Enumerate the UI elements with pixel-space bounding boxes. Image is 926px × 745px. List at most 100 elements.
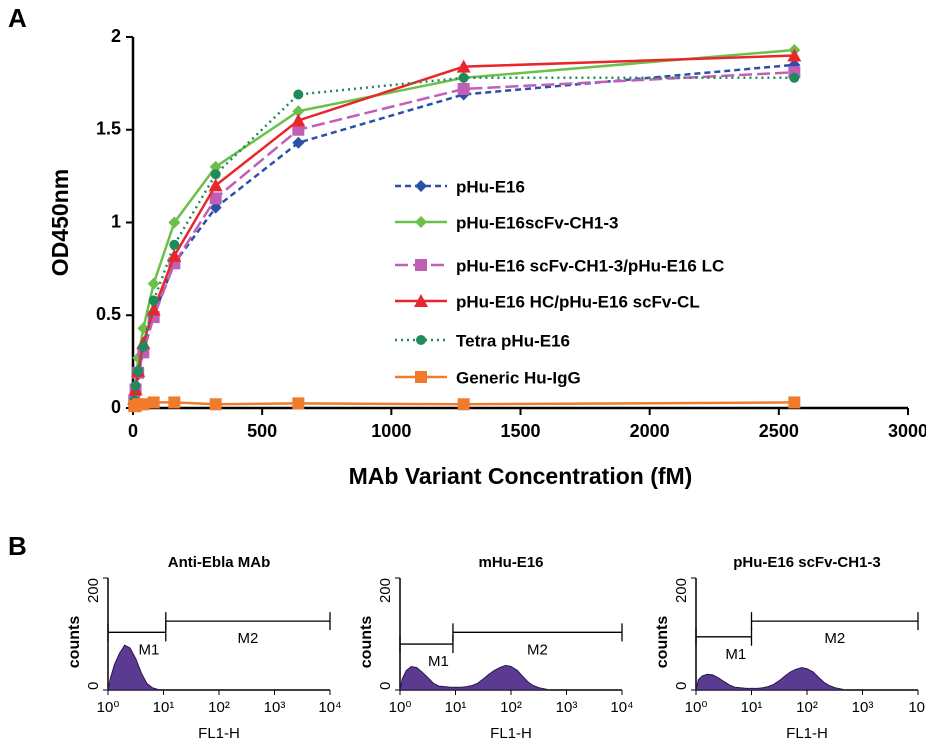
- histogram: [399, 664, 550, 691]
- gate: [165, 612, 331, 631]
- marker: [209, 160, 222, 173]
- marker: [457, 82, 470, 95]
- x-tick-label: 10⁴: [318, 699, 341, 716]
- y-tick-label: 0: [377, 682, 394, 690]
- y-tick-label: 2: [111, 26, 121, 46]
- y-tick-label: 0: [85, 682, 102, 690]
- marker: [147, 277, 160, 290]
- marker: [168, 216, 181, 229]
- y-tick-label: 0: [673, 682, 690, 690]
- marker: [292, 136, 305, 149]
- legend-label: pHu-E16: [456, 177, 525, 196]
- y-tick-label: 0.5: [96, 304, 121, 324]
- x-tick-label: 10¹: [445, 699, 467, 716]
- gate-label: M1: [138, 641, 159, 658]
- gate: [107, 623, 167, 642]
- marker: [787, 48, 802, 62]
- gate-label: M1: [725, 646, 746, 663]
- legend-marker: [415, 371, 427, 383]
- legend-label: pHu-E16 HC/pHu-E16 scFv-CL: [456, 292, 700, 311]
- x-tick-label: 10⁰: [389, 699, 412, 716]
- histogram-title: mHu-E16: [478, 554, 543, 571]
- legend-label: pHu-E16 scFv-CH1-3/pHu-E16 LC: [456, 256, 724, 275]
- y-tick-label: 1.5: [96, 119, 121, 139]
- gate: [399, 635, 454, 654]
- y-axis-title: counts: [358, 616, 375, 669]
- histogram-title: Anti-Ebla MAb: [168, 554, 271, 571]
- histogram: [695, 667, 846, 691]
- legend-marker: [415, 180, 427, 192]
- x-tick-label: 0: [128, 421, 138, 441]
- panel-label: B: [8, 531, 27, 561]
- marker: [291, 113, 306, 127]
- x-tick-label: 500: [247, 421, 277, 441]
- x-tick-label: 10²: [500, 699, 522, 716]
- y-axis-title: OD450nm: [47, 169, 73, 276]
- x-axis-title: FL1-H: [490, 725, 532, 742]
- gate-label: M2: [237, 630, 258, 647]
- marker: [138, 341, 149, 352]
- marker: [130, 380, 141, 391]
- legend-label: pHu-E16scFv-CH1-3: [456, 213, 619, 232]
- x-tick-label: 2000: [630, 421, 670, 441]
- marker: [147, 396, 160, 409]
- marker: [209, 201, 222, 214]
- x-tick-label: 10⁰: [685, 699, 708, 716]
- histogram-title: pHu-E16 scFv-CH1-3: [733, 554, 881, 571]
- marker: [209, 398, 222, 411]
- marker: [789, 72, 800, 83]
- y-tick-label: 200: [85, 578, 102, 603]
- x-tick-label: 10³: [852, 699, 874, 716]
- panel-label: A: [8, 3, 27, 33]
- x-tick-label: 10²: [796, 699, 818, 716]
- marker: [137, 398, 150, 411]
- x-tick-label: 1500: [500, 421, 540, 441]
- marker: [210, 169, 221, 180]
- marker: [209, 192, 222, 205]
- marker: [167, 248, 182, 262]
- histogram: [107, 644, 166, 691]
- legend-label: Tetra pHu-E16: [456, 331, 570, 350]
- marker: [292, 105, 305, 118]
- x-tick-label: 10⁰: [97, 699, 120, 716]
- series-line: [133, 76, 795, 401]
- x-tick-label: 10²: [208, 699, 230, 716]
- marker: [456, 59, 471, 73]
- marker: [292, 397, 305, 410]
- y-axis-title: counts: [66, 616, 83, 669]
- gate: [750, 612, 919, 631]
- legend-marker: [415, 259, 427, 271]
- marker: [788, 396, 801, 409]
- x-tick-label: 1000: [371, 421, 411, 441]
- gate: [695, 627, 753, 646]
- x-tick-label: 10¹: [153, 699, 175, 716]
- legend-label: Generic Hu-IgG: [456, 368, 581, 387]
- y-tick-label: 200: [377, 578, 394, 603]
- marker: [148, 295, 159, 306]
- marker: [208, 178, 223, 192]
- legend-marker: [415, 216, 427, 228]
- x-tick-label: 2500: [759, 421, 799, 441]
- gate: [452, 623, 623, 642]
- y-tick-label: 200: [673, 578, 690, 603]
- gate-label: M2: [824, 630, 845, 647]
- gate-label: M2: [527, 641, 548, 658]
- marker: [457, 398, 470, 411]
- y-axis-title: counts: [654, 616, 671, 669]
- gate-label: M1: [428, 653, 449, 670]
- marker: [458, 72, 469, 83]
- series-line: [133, 54, 795, 399]
- legend-marker: [414, 294, 428, 307]
- x-tick-label: 3000: [888, 421, 926, 441]
- x-axis-title: FL1-H: [198, 725, 240, 742]
- marker: [293, 89, 304, 100]
- marker: [168, 396, 181, 409]
- x-tick-label: 10: [908, 699, 925, 716]
- x-axis-title: FL1-H: [786, 725, 828, 742]
- marker: [169, 239, 180, 250]
- marker: [133, 365, 144, 376]
- y-tick-label: 1: [111, 211, 121, 231]
- series-line: [133, 70, 795, 401]
